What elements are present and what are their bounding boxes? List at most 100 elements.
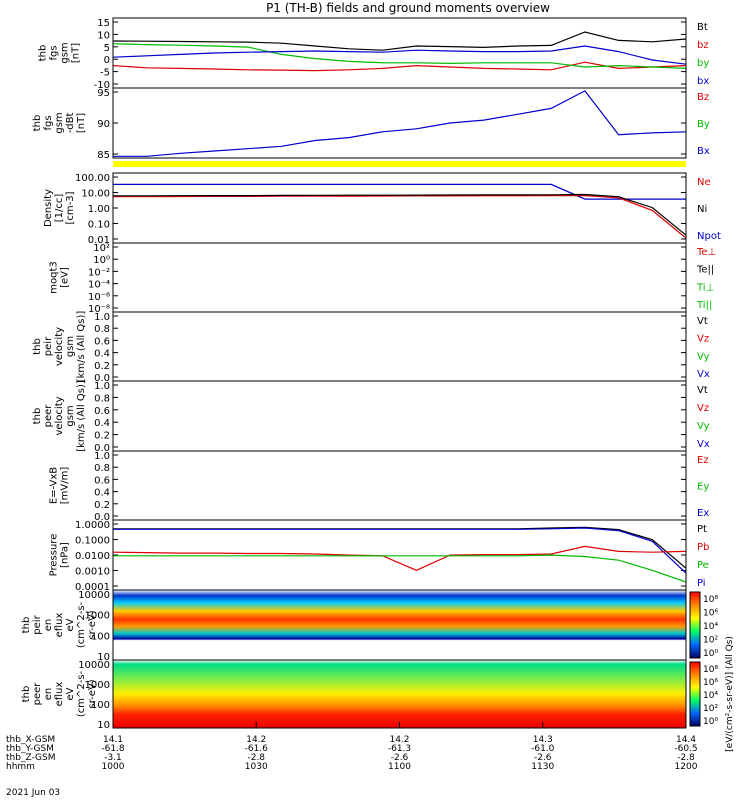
y-tick-label: 10⁻⁴ <box>88 280 110 291</box>
y-tick-label: 0.0 <box>94 443 110 454</box>
ylabel-line: eV <box>65 687 76 700</box>
y-tick-label: 10⁰ <box>93 255 110 266</box>
xaxis-row-label: hhmm <box>6 762 35 772</box>
ylabel-line: [nT] <box>71 43 82 63</box>
series-line-Pi <box>113 527 687 574</box>
legend-label: Vt <box>697 316 708 327</box>
ylabel-line: [nPa] <box>60 542 71 568</box>
ylabel-line: thb <box>21 686 32 703</box>
y-tick-label: 0 <box>104 55 110 66</box>
x-tick-label: -60.5 <box>674 744 697 754</box>
ylabel-line: peer <box>43 404 54 428</box>
y-tick-label: 0.10 <box>88 220 110 231</box>
x-tick-label: -61.6 <box>245 744 269 754</box>
y-tick-label: 0.0 <box>94 373 110 384</box>
legend-label: By <box>697 119 710 130</box>
ylabel-line: eflux <box>54 613 65 638</box>
legend-label: Vx <box>697 439 710 450</box>
y-tick-label: 10⁻⁸ <box>88 304 110 315</box>
legend-label: by <box>697 58 709 69</box>
series-line-by <box>112 43 687 69</box>
legend-label: Bt <box>697 22 708 33</box>
ylabel-line: peir <box>43 336 54 356</box>
ylabel-line: fgs <box>49 45 60 60</box>
y-tick-label: 10000 <box>78 590 110 601</box>
ylabel-line: thb <box>32 408 43 425</box>
legend-label: Pe <box>697 560 709 571</box>
x-tick-label: -61.3 <box>388 744 411 754</box>
y-tick-label: 100 <box>91 631 110 642</box>
ylabel-line: en <box>43 688 54 701</box>
ylabel-line: gsm <box>65 336 76 357</box>
colorbar-tick-label: 10⁶ <box>703 609 718 619</box>
y-tick-label: 10000 <box>78 660 110 671</box>
ylabel-line: peer <box>32 682 43 706</box>
ylabel-line: [km/s (All Qs)] <box>76 311 87 383</box>
colorbar-tick-label: 10⁸ <box>703 595 718 605</box>
x-tick-label: 14.2 <box>246 735 266 745</box>
flag-bar <box>113 161 686 167</box>
y-tick-label: 0.8 <box>94 324 110 335</box>
series-line-Bx <box>113 90 687 157</box>
y-tick-label: 1.0 <box>94 312 110 323</box>
ylabel-line: [eV] <box>60 267 71 288</box>
ylabel-line: [nT] <box>76 113 87 133</box>
ylabel-line: Pressure <box>49 534 60 577</box>
ylabel-line: gsm <box>54 112 65 133</box>
y-tick-label: 15 <box>97 18 110 29</box>
legend-label: Pt <box>697 524 707 535</box>
y-tick-label: 0.6 <box>94 336 110 347</box>
legend-label: Ni <box>697 204 707 215</box>
y-tick-label: -5 <box>100 68 110 79</box>
y-tick-label: 100 <box>91 700 110 711</box>
legend-label: Bx <box>697 146 710 157</box>
panel-density: Density [1/cc] [cm-3] 100.00 10.00 1.00 0.10 0.… <box>43 172 721 246</box>
legend-label: Te⊥ <box>696 247 716 258</box>
ylabel-line: [cm-3] <box>65 191 76 224</box>
y-tick-label: 0.2 <box>94 361 110 372</box>
ylabel-line: thb <box>32 115 43 132</box>
x-tick-label: 14.4 <box>676 735 696 745</box>
series-line-Npot <box>113 183 686 200</box>
x-tick-label: -61.8 <box>101 744 125 754</box>
ylabel-line: fgs <box>43 115 54 130</box>
ylabel-line: eV <box>65 618 76 631</box>
series-line-bx <box>112 45 687 65</box>
heatmap-image <box>113 590 686 660</box>
y-tick-label: 10⁻⁶ <box>88 292 110 303</box>
panel-frame <box>112 172 687 244</box>
panel-peir_velocity: thb peir velocity gsm [km/s (All Qs)] 1.00.80… <box>32 311 710 384</box>
ylabel-line: peir <box>32 614 43 634</box>
legend-label: Vy <box>697 351 710 362</box>
panel-peer_velocity: thb peer velocity gsm [km/s (All Qs)] 1.00.8 0… <box>32 380 710 454</box>
colorbar-tick-label: 10² <box>703 636 718 646</box>
x-tick-label: 1130 <box>531 762 554 772</box>
colorbar-tick-label: 10⁰ <box>703 717 718 727</box>
series-line-Ne <box>113 195 687 239</box>
ylabel-line: moqt3 <box>49 261 60 294</box>
panel-pressure: Pressure [nPa] 1.0000 0.1000 0.0100 0.0010 0.0… <box>49 519 709 593</box>
y-tick-label: 10 <box>97 652 110 663</box>
ylabel-line: thb <box>21 617 32 634</box>
panel-fgs_gsm_dbt: thb fgs gsm -dBt [nT] 95 90 85 Bz By Bx <box>32 87 710 161</box>
legend-label: Ex <box>697 508 709 519</box>
x-tick-label: -61.0 <box>531 744 555 754</box>
colorbar-tick-label: 10⁶ <box>703 678 718 688</box>
ylabel-line: en <box>43 619 54 632</box>
legend-label: Ti|| <box>696 300 712 311</box>
legend-label: Vt <box>697 385 708 396</box>
colorbar-tick-label: 10⁴ <box>703 622 718 632</box>
panel-frame <box>112 380 687 452</box>
panel-frame <box>112 311 687 382</box>
panel-frame <box>112 519 687 591</box>
heatmap-image <box>113 660 686 728</box>
ylabel-line: gsm <box>60 42 71 63</box>
colorbar-tick-label: 10² <box>703 704 718 714</box>
colorbar-tick-label: 10⁰ <box>703 649 718 659</box>
plot-title: P1 (TH-B) fields and ground moments over… <box>266 1 550 15</box>
ylabel-line: [km/s (All Qs)] <box>76 380 87 452</box>
y-tick-label: 10⁻² <box>88 267 110 278</box>
colorbar <box>689 661 701 727</box>
